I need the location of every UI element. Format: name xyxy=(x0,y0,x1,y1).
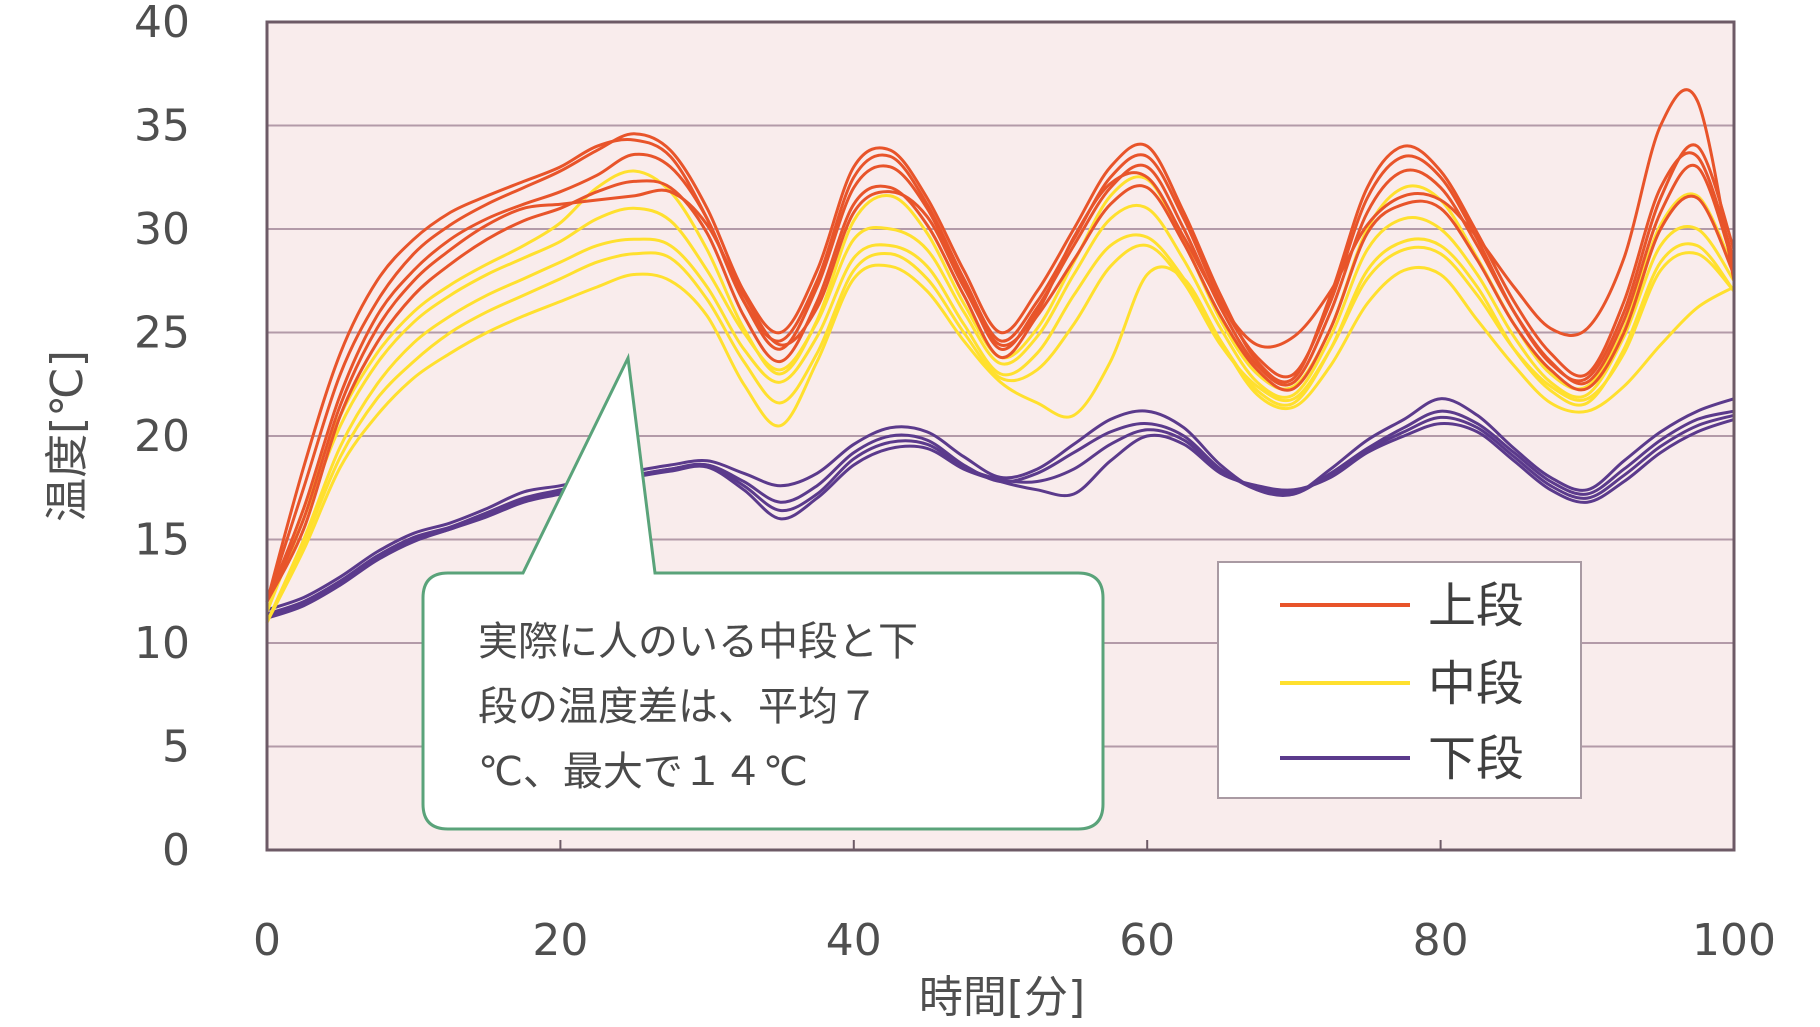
series-line-middle-3 xyxy=(265,263,1736,624)
y-tick-5: 5 xyxy=(162,722,190,773)
y-tick-labels: 0 5 10 15 20 25 30 35 40 xyxy=(134,0,190,876)
series-line-upper-2 xyxy=(265,132,1736,604)
callout-line-3: ℃、最大で１４℃ xyxy=(478,749,808,795)
x-tick-40: 40 xyxy=(826,915,882,966)
annotation-callout: 実際に人のいる中段と下 段の温度差は、平均７ ℃、最大で１４℃ xyxy=(421,352,1105,831)
series-line-lower-4 xyxy=(265,413,1736,618)
series-line-lower-1 xyxy=(265,397,1736,612)
legend-label-upper: 上段 xyxy=(1428,578,1524,634)
plot-frame xyxy=(265,20,1736,852)
y-tick-0: 0 xyxy=(162,825,190,876)
legend: 上段 中段 下段 xyxy=(1217,561,1582,799)
x-tick-labels: 0 20 40 60 80 100 xyxy=(253,840,1776,966)
x-tick-60: 60 xyxy=(1119,915,1175,966)
callout-line-2: 段の温度差は、平均７ xyxy=(478,684,878,730)
y-tick-20: 20 xyxy=(134,411,190,462)
series-line-middle-2 xyxy=(265,233,1736,624)
series-line-upper-3 xyxy=(265,152,1736,604)
y-axis-label: 温度[℃] xyxy=(42,350,93,522)
y-tick-35: 35 xyxy=(134,101,190,152)
y-tick-25: 25 xyxy=(134,308,190,359)
series-line-upper-4 xyxy=(265,179,1736,604)
series-line-upper-5 xyxy=(265,88,1736,604)
y-tick-30: 30 xyxy=(134,204,190,255)
x-tick-80: 80 xyxy=(1413,915,1469,966)
legend-box xyxy=(1217,561,1582,799)
legend-label-middle: 中段 xyxy=(1428,656,1524,712)
callout-bubble xyxy=(421,352,1105,831)
y-tick-10: 10 xyxy=(134,618,190,669)
series-line-middle-1 xyxy=(265,203,1736,614)
series-line-middle-5 xyxy=(265,243,1736,624)
callout-line-1: 実際に人のいる中段と下 xyxy=(478,619,918,665)
x-tick-100: 100 xyxy=(1692,915,1776,966)
y-tick-40: 40 xyxy=(134,0,190,48)
series-line-lower-3 xyxy=(265,417,1736,620)
series-lines xyxy=(265,88,1736,624)
x-axis-label: 時間[分] xyxy=(919,972,1085,1023)
legend-label-lower: 下段 xyxy=(1428,731,1524,787)
x-tick-20: 20 xyxy=(532,915,588,966)
y-tick-15: 15 xyxy=(134,515,190,566)
x-tick-0: 0 xyxy=(253,915,281,966)
